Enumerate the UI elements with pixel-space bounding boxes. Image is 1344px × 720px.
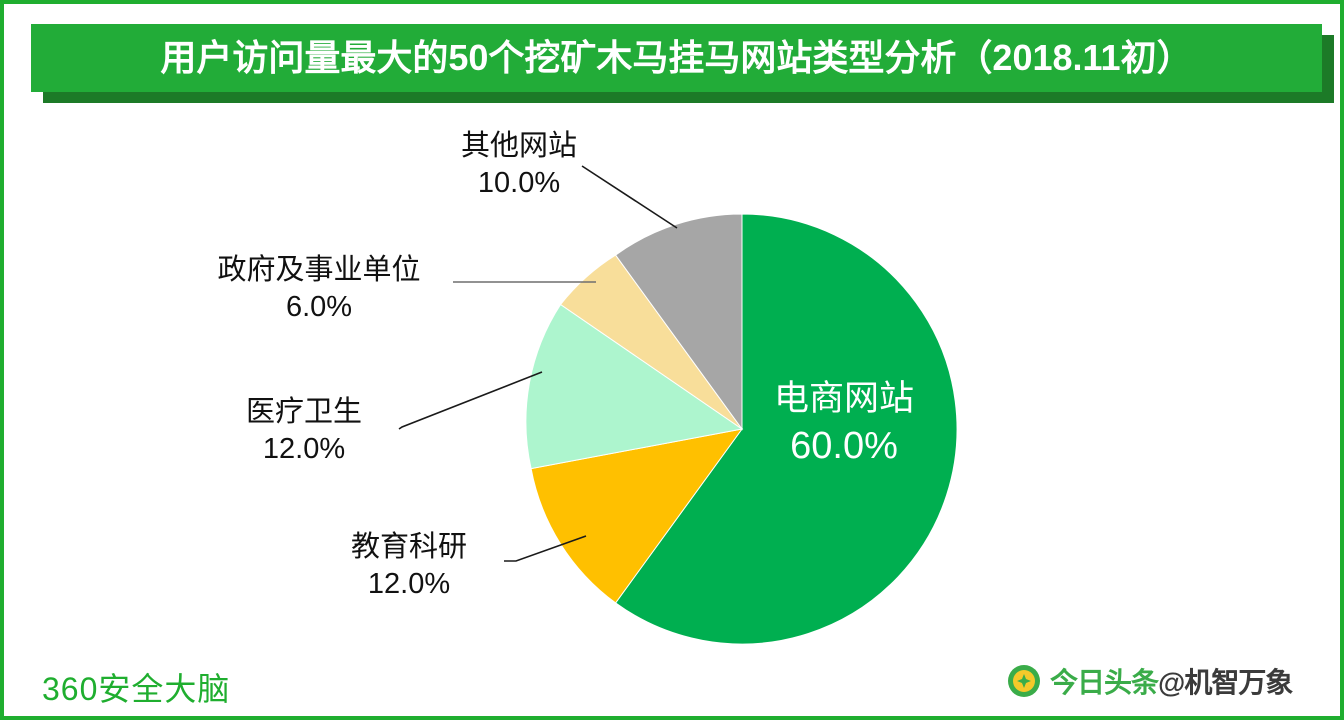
pie-chart: 其他网站 10.0% 政府及事业单位 6.0% 医疗卫生 12.0% 教育科研 … [4,104,1344,644]
pie-label-medical-value: 12.0% [262,433,346,466]
watermark-text-secondary: @机智万象 [1158,667,1293,698]
pie-label-medical-name: 医疗卫生 [245,396,362,428]
pie-label-other-value: 10.0% [477,167,561,200]
pie-label-government-name: 政府及事业单位 [217,254,421,286]
leader-line-education [504,535,587,562]
pie-label-ecommerce: 电商网站 60.0% [704,376,984,471]
page-title: 用户访问量最大的50个挖矿木马挂马网站类型分析（2018.11初） [160,37,1193,78]
pie-label-ecommerce-value: 60.0% [790,424,898,467]
watermark-text-primary: 今日头条 [1050,667,1159,698]
pie-label-other: 其他网站 10.0% [404,128,634,202]
watermark: 今日头条@机智万象 [1004,659,1293,703]
pie-label-ecommerce-name: 电商网站 [773,379,914,418]
pie-label-government-value: 6.0% [285,291,353,324]
leader-line-other [581,165,678,229]
pie-slice-education[interactable] [530,428,744,604]
toutiao-emblem-icon [1008,665,1040,697]
leader-line-medical [398,371,543,430]
pie-slice-ecommerce[interactable] [614,213,958,644]
pie-slice-other[interactable] [614,213,743,431]
title-bar: 用户访问量最大的50个挖矿木马挂马网站类型分析（2018.11初） [31,24,1322,92]
pie-label-education-name: 教育科研 [350,531,467,563]
pie-label-other-name: 其他网站 [460,130,577,162]
watermark-text: 今日头条@机智万象 [1050,661,1293,701]
pie-label-education: 教育科研 12.0% [314,529,504,603]
pie-chart-graphic [398,165,958,644]
pie-label-government: 政府及事业单位 6.0% [184,252,454,326]
pie-label-education-value: 12.0% [367,568,451,601]
pie-slice-medical[interactable] [525,303,744,470]
pie-label-medical: 医疗卫生 12.0% [209,394,399,468]
brand-label: 360安全大脑 [42,671,231,707]
